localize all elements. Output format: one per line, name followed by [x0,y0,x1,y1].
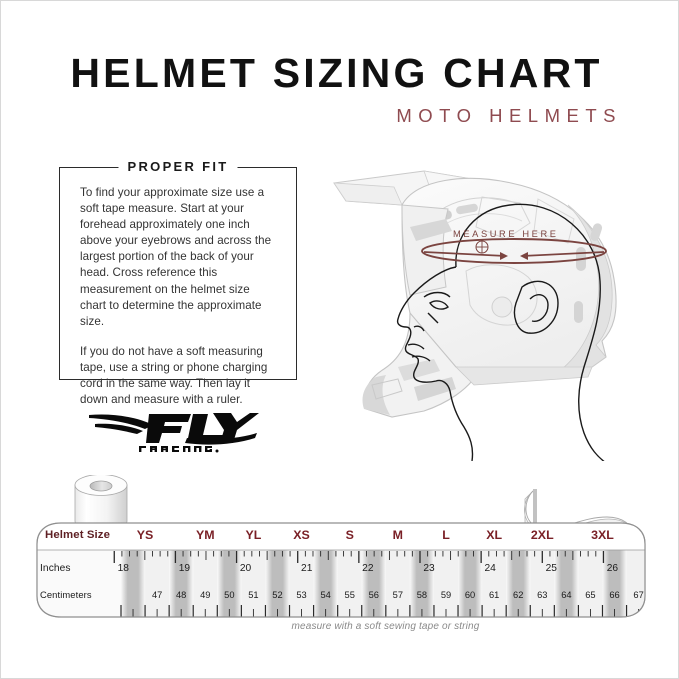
size-label-ys: YS [136,528,154,542]
inch-label-24: 24 [484,563,496,574]
helmet-shell-shape [362,177,617,418]
cm-label-56: 56 [368,590,379,600]
tape-strip: Helmet Size Inches Centimeters YS YM YL XS S… [33,522,648,619]
cm-label-59: 59 [440,590,452,600]
page-subtitle: MOTO HELMETS [396,105,622,126]
size-label-2xl: 2XL [530,528,554,542]
cm-label-61: 61 [488,590,500,600]
size-label-ym: YM [195,528,215,542]
inch-label-26: 26 [606,563,619,574]
page-title: HELMET SIZING CHART [70,50,603,96]
proper-fit-paragraph-2: If you do not have a soft measuring tape… [80,344,268,407]
page-header: HELMET SIZING CHART MOTO HELMETS [1,53,678,127]
cm-label-64: 64 [561,590,572,600]
proper-fit-panel: PROPER FIT To find your approximate size… [59,159,297,406]
tape-footnote: measure with a soft sewing tape or strin… [291,621,480,632]
size-label-3xl: 3XL [591,528,614,542]
cm-label-50: 50 [224,590,235,600]
cm-label-58: 58 [416,590,428,600]
size-label-l: L [442,528,450,542]
row-label-helmet-size: Helmet Size [45,529,111,541]
row-label-centimeters: Centimeters [40,589,92,600]
inch-label-23: 23 [423,563,435,574]
cm-label-54: 54 [320,590,331,600]
inch-label-21: 21 [301,563,313,574]
cm-label-65: 65 [585,590,596,600]
tape-measure-chart: Helmet Size Inches Centimeters YS YM YL XS S… [1,469,678,639]
inch-label-25: 25 [545,563,557,574]
size-label-m: M [392,528,404,542]
cm-label-52: 52 [272,590,283,600]
rider-head-outline [396,203,605,461]
cm-label-53: 53 [296,590,307,600]
inch-label-20: 20 [239,563,252,574]
size-label-s: S [345,528,354,542]
proper-fit-paragraph-1: To find your approximate size use a soft… [80,186,272,328]
cm-label-55: 55 [344,590,355,600]
cm-label-47: 47 [151,590,163,600]
cm-label-51: 51 [248,590,259,600]
cm-label-66: 66 [609,590,620,600]
cm-label-60: 60 [464,590,476,600]
cm-label-49: 49 [200,590,211,600]
helmet-illustration [333,170,617,461]
size-label-yl: YL [245,528,262,542]
cm-label-63: 63 [537,590,548,600]
cm-label-57: 57 [392,590,404,600]
fly-racing-logo [89,413,259,453]
size-label-xl: XL [486,528,503,542]
measure-line-indicator [421,238,607,264]
cm-label-67: 67 [633,590,644,600]
proper-fit-legend: PROPER FIT [118,159,238,174]
size-label-xs: XS [293,528,310,542]
row-label-inches: Inches [40,563,71,574]
inch-label-22: 22 [362,563,374,574]
cm-label-62: 62 [513,590,524,600]
tape-strip-graphic [36,522,646,618]
inch-label-18: 18 [117,563,129,574]
inch-label-19: 19 [178,563,191,574]
cm-label-48: 48 [176,590,187,600]
